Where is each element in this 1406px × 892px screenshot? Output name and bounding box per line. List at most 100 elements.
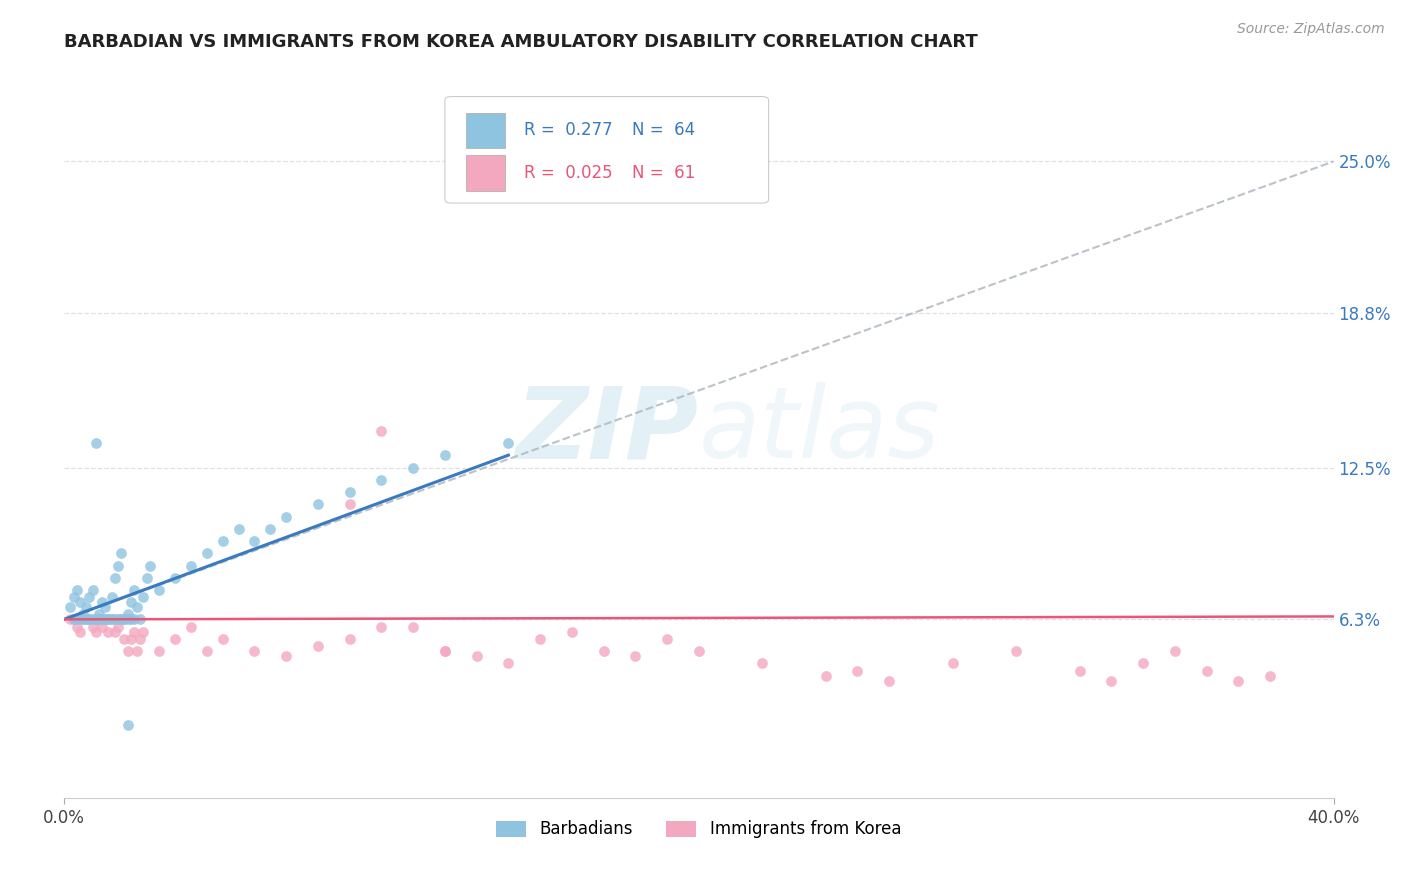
Point: [59, 600, 82, 615]
Point: [79, 612, 101, 626]
Point: [655, 632, 678, 646]
Point: [1069, 664, 1091, 678]
Point: [243, 644, 266, 658]
Point: [433, 448, 456, 462]
Point: [465, 649, 488, 664]
Point: [62, 612, 84, 626]
Point: [122, 624, 145, 639]
Point: [688, 644, 710, 658]
Point: [94, 600, 117, 615]
Point: [132, 591, 155, 605]
Point: [120, 595, 142, 609]
Point: [72, 612, 94, 626]
Point: [339, 485, 361, 500]
Point: [84, 624, 107, 639]
Point: [120, 632, 142, 646]
Point: [91, 612, 114, 626]
Point: [877, 673, 900, 688]
Point: [165, 632, 187, 646]
FancyBboxPatch shape: [444, 96, 769, 203]
Point: [104, 612, 127, 626]
Point: [211, 534, 233, 549]
Text: ZIP: ZIP: [516, 383, 699, 479]
Text: atlas: atlas: [699, 383, 941, 479]
Point: [814, 669, 837, 683]
Point: [195, 644, 218, 658]
Point: [402, 460, 425, 475]
Point: [94, 612, 117, 626]
Point: [110, 546, 132, 560]
Point: [339, 497, 361, 511]
Text: Source: ZipAtlas.com: Source: ZipAtlas.com: [1237, 22, 1385, 37]
Text: R =  0.277: R = 0.277: [523, 121, 612, 139]
Point: [1099, 673, 1122, 688]
Point: [112, 632, 135, 646]
Point: [110, 612, 132, 626]
Point: [97, 612, 120, 626]
Point: [211, 632, 233, 646]
Point: [846, 664, 869, 678]
Point: [79, 612, 101, 626]
Point: [104, 624, 127, 639]
Point: [62, 612, 84, 626]
Point: [180, 558, 202, 573]
Text: N =  61: N = 61: [631, 164, 695, 182]
Point: [84, 436, 107, 450]
Point: [122, 612, 145, 626]
Text: R =  0.025: R = 0.025: [523, 164, 612, 182]
Point: [195, 546, 218, 560]
Point: [110, 612, 132, 626]
Point: [66, 582, 89, 597]
Point: [97, 624, 120, 639]
Point: [117, 644, 139, 658]
Point: [104, 571, 127, 585]
Point: [120, 612, 142, 626]
Point: [97, 612, 120, 626]
Point: [112, 612, 135, 626]
Point: [1227, 673, 1250, 688]
Point: [62, 591, 84, 605]
Point: [370, 620, 392, 634]
Point: [1164, 644, 1187, 658]
Point: [100, 612, 122, 626]
Point: [107, 620, 129, 634]
Point: [69, 595, 91, 609]
Point: [122, 582, 145, 597]
Point: [751, 657, 773, 671]
Point: [129, 612, 152, 626]
Point: [307, 497, 329, 511]
Point: [75, 612, 97, 626]
Point: [243, 534, 266, 549]
Legend: Barbadians, Immigrants from Korea: Barbadians, Immigrants from Korea: [489, 814, 908, 845]
Point: [307, 640, 329, 654]
FancyBboxPatch shape: [467, 155, 505, 191]
Point: [276, 649, 298, 664]
FancyBboxPatch shape: [467, 112, 505, 148]
Point: [66, 612, 89, 626]
Point: [87, 612, 110, 626]
Point: [624, 649, 647, 664]
Point: [72, 607, 94, 622]
Point: [82, 582, 104, 597]
Point: [82, 620, 104, 634]
Point: [72, 612, 94, 626]
Point: [79, 591, 101, 605]
Point: [276, 509, 298, 524]
Point: [148, 582, 170, 597]
Point: [165, 571, 187, 585]
Point: [94, 612, 117, 626]
Point: [259, 522, 281, 536]
Point: [66, 620, 89, 634]
Point: [339, 632, 361, 646]
Point: [498, 436, 520, 450]
Point: [75, 612, 97, 626]
Point: [433, 644, 456, 658]
Point: [107, 612, 129, 626]
Text: N =  64: N = 64: [631, 121, 695, 139]
Point: [87, 607, 110, 622]
Point: [69, 612, 91, 626]
Point: [498, 657, 520, 671]
Point: [117, 612, 139, 626]
Point: [561, 624, 583, 639]
Point: [129, 632, 152, 646]
